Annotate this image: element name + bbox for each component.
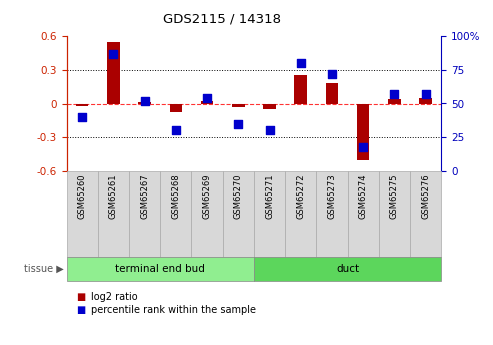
Text: percentile rank within the sample: percentile rank within the sample	[91, 305, 256, 315]
Bar	[388, 99, 401, 103]
Bar	[139, 102, 151, 103]
Point	[234, 121, 242, 127]
Text: terminal end bud: terminal end bud	[115, 264, 205, 274]
Text: GSM65271: GSM65271	[265, 173, 274, 219]
Text: ■: ■	[76, 305, 86, 315]
Text: GSM65276: GSM65276	[421, 173, 430, 219]
Text: log2 ratio: log2 ratio	[91, 292, 138, 302]
Text: GSM65267: GSM65267	[140, 173, 149, 219]
Point	[172, 128, 180, 133]
Text: GSM65275: GSM65275	[390, 173, 399, 219]
Text: duct: duct	[336, 264, 359, 274]
Bar	[232, 104, 245, 107]
Text: GSM65270: GSM65270	[234, 173, 243, 219]
Point	[266, 128, 274, 133]
Bar	[294, 76, 307, 104]
Bar	[357, 104, 369, 159]
Bar	[201, 101, 213, 104]
Bar	[263, 104, 276, 109]
Bar	[107, 42, 120, 104]
Point	[78, 114, 86, 120]
Point	[203, 95, 211, 101]
Text: GSM65272: GSM65272	[296, 173, 305, 219]
Point	[422, 91, 429, 97]
Text: ■: ■	[76, 292, 86, 302]
Text: GSM65260: GSM65260	[78, 173, 87, 219]
Bar	[420, 98, 432, 104]
Text: GDS2115 / 14318: GDS2115 / 14318	[163, 12, 281, 25]
Text: tissue ▶: tissue ▶	[24, 264, 64, 274]
Point	[297, 60, 305, 66]
Point	[141, 98, 148, 104]
Point	[328, 71, 336, 77]
Point	[390, 91, 398, 97]
Text: GSM65274: GSM65274	[359, 173, 368, 219]
Text: GSM65268: GSM65268	[172, 173, 180, 219]
Bar	[76, 104, 88, 106]
Point	[359, 144, 367, 149]
Text: GSM65269: GSM65269	[203, 173, 211, 219]
Text: GSM65261: GSM65261	[109, 173, 118, 219]
Bar	[170, 104, 182, 112]
Point	[109, 51, 117, 57]
Bar	[326, 83, 338, 104]
Text: GSM65273: GSM65273	[327, 173, 336, 219]
